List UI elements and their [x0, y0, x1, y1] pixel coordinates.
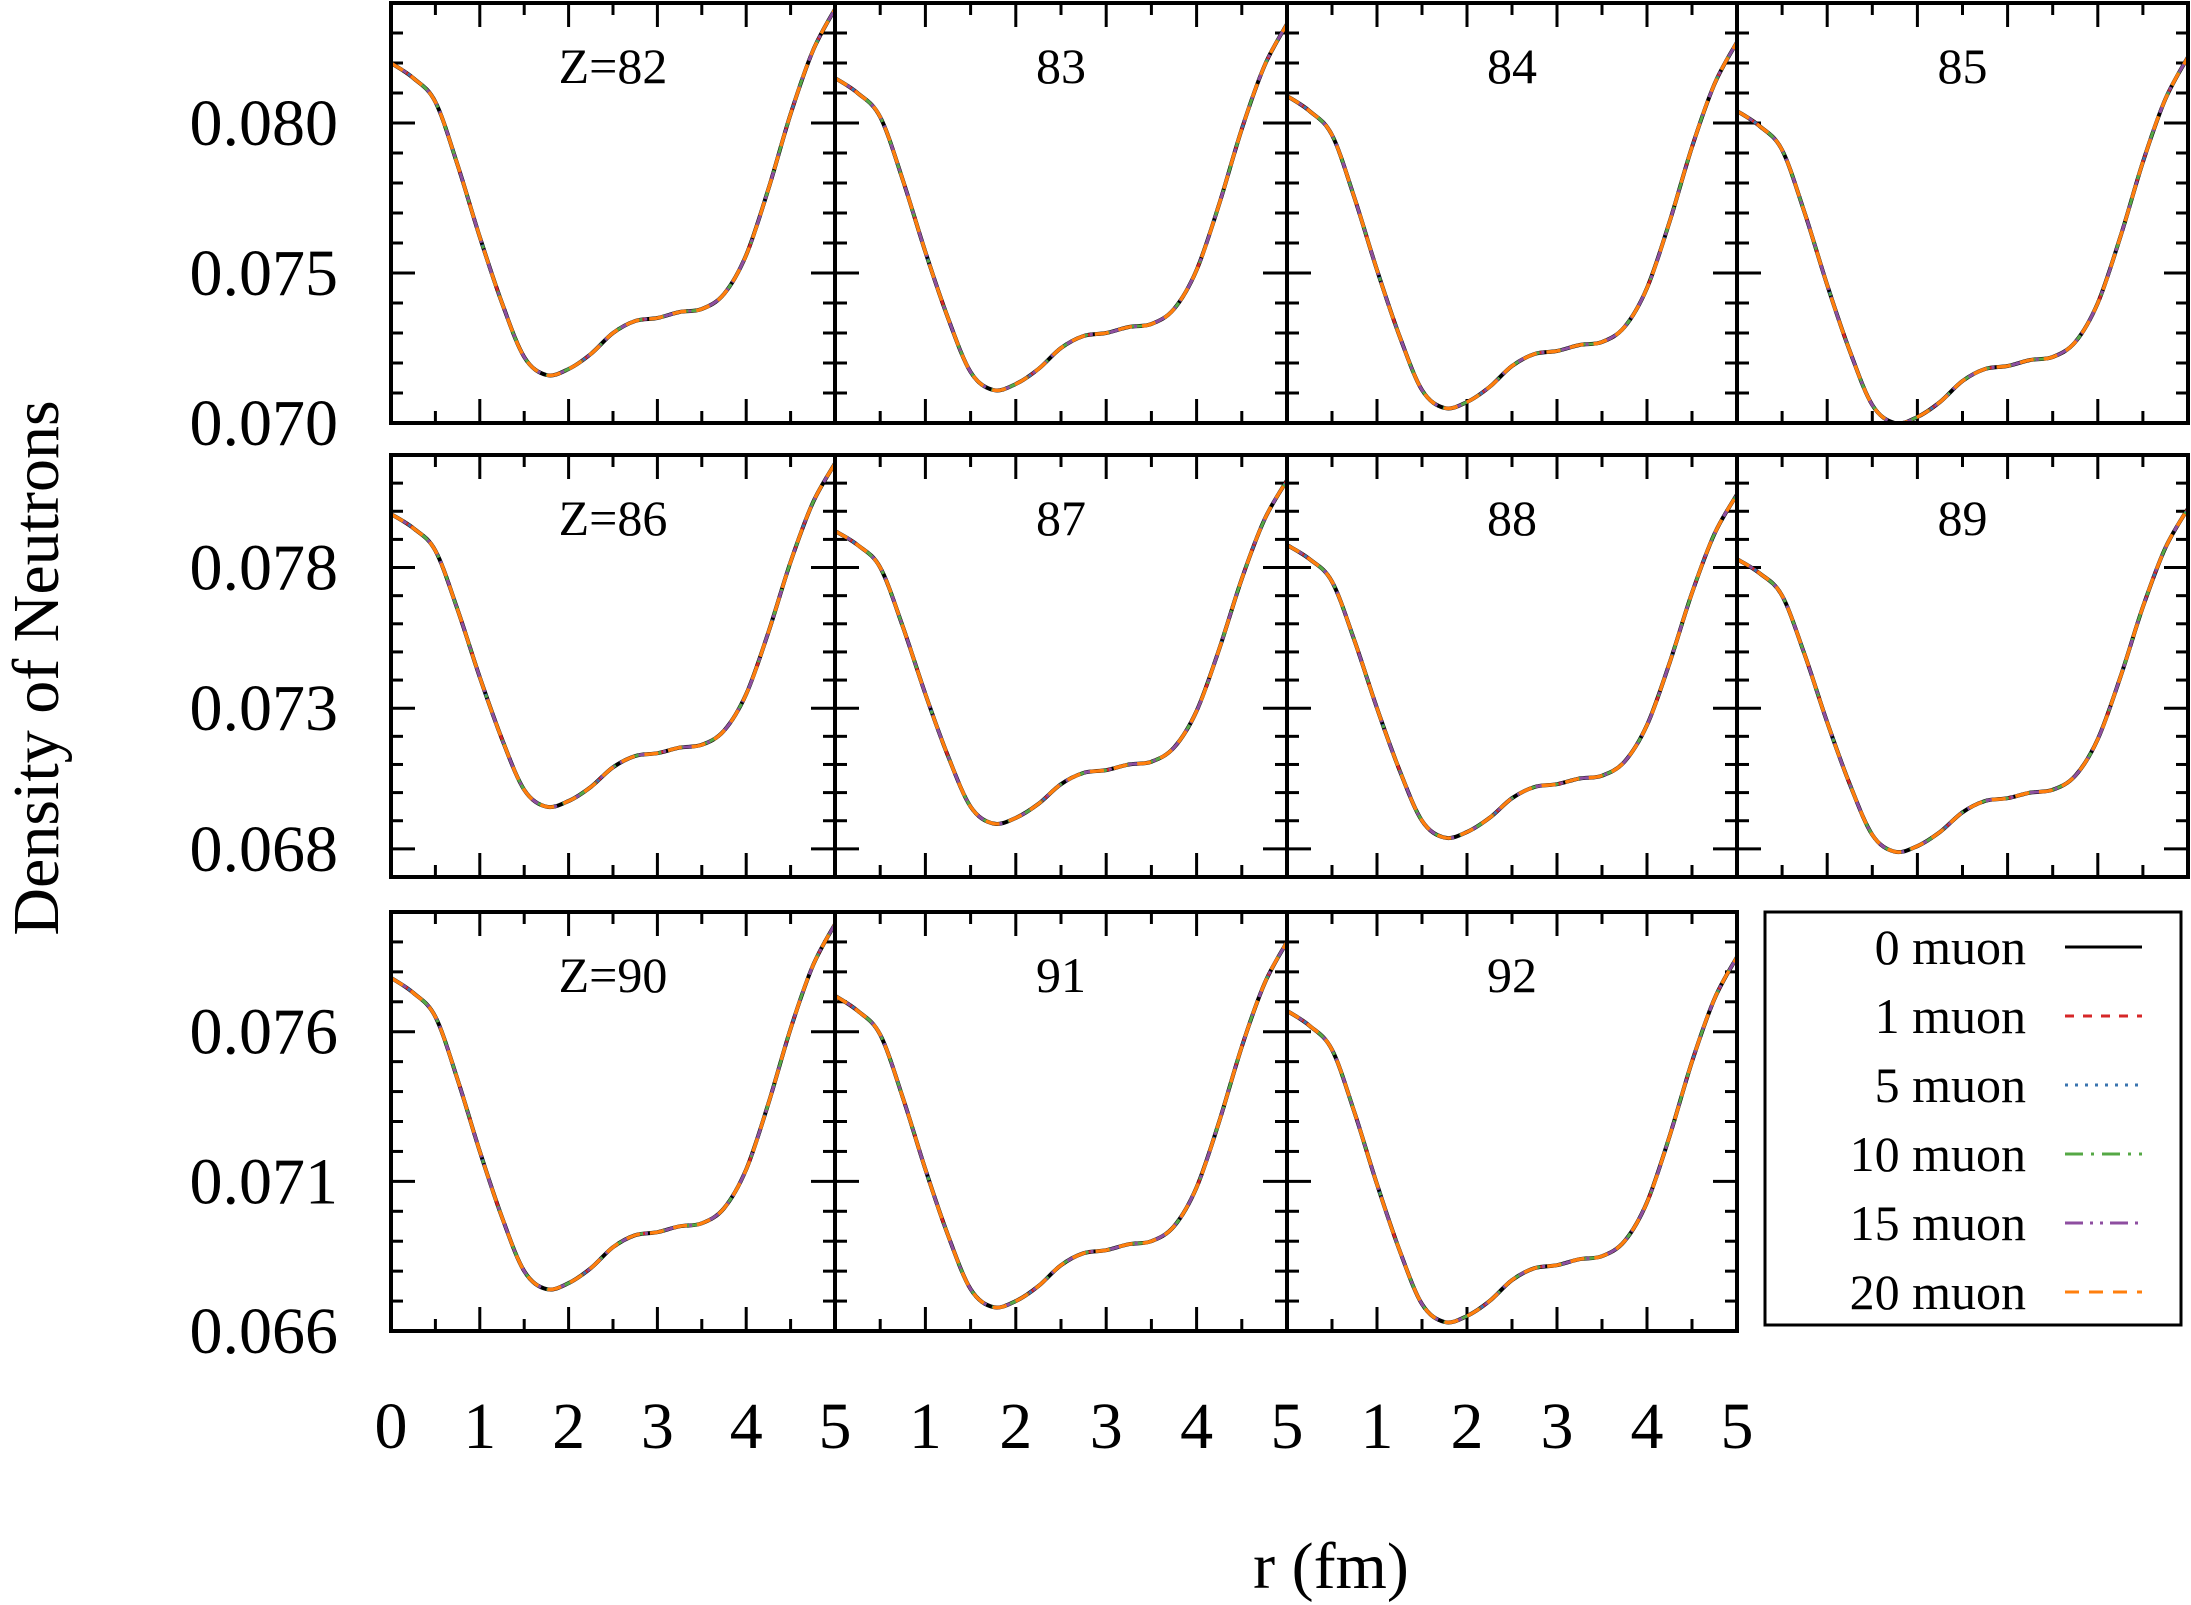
panel-z-89: 89: [1735, 453, 2190, 879]
panel-label: 83: [1036, 38, 1086, 94]
panel-z-82: Z=82: [389, 1, 837, 425]
x-tick-label: 4: [1180, 1390, 1213, 1463]
panel-z-90: Z=90: [389, 910, 837, 1333]
panel-label: Z=86: [559, 490, 668, 546]
legend-label: 0 muon: [1875, 919, 2026, 975]
series-line-20-muon: [835, 479, 1287, 826]
panel-label: Z=82: [559, 38, 668, 94]
x-tick-label: 1: [909, 1390, 942, 1463]
x-tick-label: 0: [375, 1390, 408, 1463]
x-tick-label: 1: [1361, 1390, 1394, 1463]
series-line-10-muon: [835, 941, 1287, 1310]
legend-label: 1 muon: [1875, 988, 2026, 1044]
legend-label: 10 muon: [1850, 1126, 2026, 1182]
panel-frame: [1735, 453, 2190, 879]
x-tick-label: 4: [730, 1390, 763, 1463]
x-tick-label: 2: [1451, 1390, 1484, 1463]
series-line-20-muon: [1287, 41, 1737, 411]
panel-frame: [1735, 1, 2190, 425]
legend-item: 5 muon: [1875, 1057, 2142, 1113]
panel-label: 87: [1036, 490, 1086, 546]
legend-item: 1 muon: [1875, 988, 2142, 1044]
series-line-20-muon: [1737, 56, 2188, 423]
y-axis-title: Density of Neutrons: [0, 400, 73, 935]
panel-label: 92: [1487, 947, 1537, 1003]
x-tick-label: 5: [819, 1390, 852, 1463]
y-tick-label: 0.070: [190, 387, 339, 460]
x-tick-label: 4: [1631, 1390, 1664, 1463]
series-line-20-muon: [835, 23, 1287, 393]
panel-label: 88: [1487, 490, 1537, 546]
x-tick-label: 5: [1271, 1390, 1304, 1463]
x-tick-label: 3: [641, 1390, 674, 1463]
panel-z-84: 84: [1285, 1, 1739, 425]
y-tick-label: 0.078: [190, 532, 339, 605]
series-line-20-muon: [1737, 507, 2188, 854]
panel-frame: [1285, 910, 1739, 1333]
legend-box: [1763, 910, 2183, 1327]
series-line-20-muon: [1287, 493, 1737, 840]
x-tick-label: 5: [1721, 1390, 1754, 1463]
series-line-20-muon: [391, 923, 835, 1292]
legend-item: 15 muon: [1850, 1195, 2142, 1251]
panel-z-85: 85: [1735, 1, 2190, 425]
x-tick-label: 3: [1541, 1390, 1574, 1463]
panel-z-83: 83: [833, 1, 1289, 425]
series-line-10-muon: [1737, 56, 2188, 423]
legend-item: 0 muon: [1875, 919, 2142, 975]
y-tick-label: 0.071: [190, 1145, 339, 1218]
panel-z-87: 87: [833, 453, 1289, 879]
series-line-20-muon: [391, 8, 835, 378]
panel-z-92: 92: [1285, 910, 1739, 1333]
panel-z-91: 91: [833, 910, 1289, 1333]
y-tick-label: 0.066: [190, 1295, 339, 1368]
y-tick-label: 0.068: [190, 813, 339, 886]
y-tick-label: 0.076: [190, 996, 339, 1069]
series-line-20-muon: [391, 462, 835, 809]
legend-label: 5 muon: [1875, 1057, 2026, 1113]
y-tick-label: 0.073: [190, 672, 339, 745]
x-tick-label: 3: [1090, 1390, 1123, 1463]
x-tick-label: 1: [463, 1390, 496, 1463]
y-tick-labels: 0.070 0.075 0.080 0.068 0.073 0.078 0.066 0.071…: [190, 87, 339, 1368]
legend: 0 muon 1 muon 5 muon 10 muon 15 muon 20 muon: [1763, 910, 2183, 1327]
panel-z-88: 88: [1285, 453, 1739, 879]
x-axis-title: r (fm): [1253, 1530, 1409, 1603]
series-line-20-muon: [835, 941, 1287, 1310]
x-tick-label: 2: [552, 1390, 585, 1463]
y-tick-label: 0.080: [190, 87, 339, 160]
legend-label: 20 muon: [1850, 1264, 2026, 1320]
legend-label: 15 muon: [1850, 1195, 2026, 1251]
panel-grid: Z=82 83 84 85 Z=86 87 88 89 Z=90 91 92: [389, 1, 2190, 1333]
series-line-20-muon: [1287, 956, 1737, 1325]
panel-label: 85: [1938, 38, 1988, 94]
panel-label: Z=90: [559, 947, 668, 1003]
legend-item: 20 muon: [1850, 1264, 2142, 1320]
panel-label: 89: [1938, 490, 1988, 546]
panel-label: 91: [1036, 947, 1086, 1003]
x-tick-label: 2: [999, 1390, 1032, 1463]
panel-z-86: Z=86: [389, 453, 837, 879]
panel-label: 84: [1487, 38, 1537, 94]
series-line-10-muon: [835, 23, 1287, 392]
legend-item: 10 muon: [1850, 1126, 2142, 1182]
y-tick-label: 0.075: [190, 237, 339, 310]
